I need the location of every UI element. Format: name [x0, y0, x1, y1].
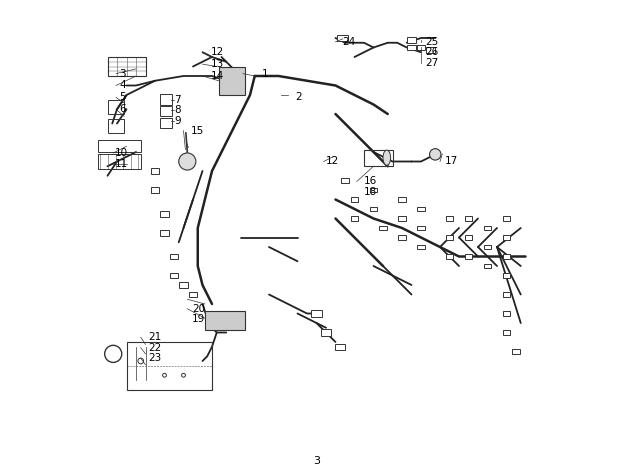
Text: 17: 17 [445, 156, 458, 167]
Text: 1: 1 [262, 68, 268, 79]
Bar [219, 66, 245, 95]
Bar [503, 292, 510, 297]
Bar [398, 235, 406, 240]
Bar [465, 216, 472, 221]
Bar [337, 35, 348, 41]
Bar [160, 106, 172, 116]
Text: 15: 15 [191, 125, 204, 136]
Bar [151, 187, 160, 193]
Bar [341, 178, 349, 183]
Ellipse shape [383, 150, 391, 165]
Bar [160, 94, 172, 104]
Bar [512, 349, 520, 354]
Text: 24: 24 [342, 37, 356, 47]
Text: 6: 6 [120, 104, 126, 114]
Bar [98, 154, 141, 169]
Bar [503, 330, 510, 335]
Bar [364, 150, 392, 166]
Text: 26: 26 [426, 47, 439, 57]
Bar [311, 311, 322, 316]
Text: 14: 14 [211, 71, 224, 81]
Text: 18: 18 [364, 187, 377, 197]
Bar [465, 254, 472, 259]
Bar [98, 140, 141, 152]
Bar [160, 118, 172, 128]
Circle shape [430, 149, 441, 160]
Text: 4: 4 [120, 80, 126, 91]
Bar [151, 168, 160, 174]
Bar [407, 37, 416, 43]
Circle shape [179, 153, 196, 170]
Text: 12: 12 [211, 47, 224, 57]
Bar [446, 216, 453, 221]
Bar [108, 57, 146, 76]
Bar [484, 226, 491, 230]
Bar [108, 100, 124, 114]
Text: 20: 20 [192, 304, 205, 314]
Text: 21: 21 [148, 332, 161, 342]
Bar [417, 226, 425, 230]
Bar [351, 197, 358, 202]
Bar [321, 330, 331, 335]
Text: 19: 19 [192, 314, 205, 324]
Bar [407, 45, 416, 50]
Bar [417, 207, 425, 211]
Text: 5: 5 [120, 92, 126, 103]
Bar [503, 216, 510, 221]
Bar [484, 245, 491, 249]
Bar [370, 207, 377, 211]
Bar [503, 311, 510, 316]
Bar [160, 230, 169, 236]
Text: 23: 23 [148, 353, 161, 363]
Bar [503, 235, 510, 240]
Text: 3: 3 [120, 68, 126, 79]
Text: 16: 16 [364, 176, 377, 187]
Bar [398, 216, 406, 221]
Text: 10: 10 [115, 148, 128, 158]
Text: 8: 8 [174, 105, 180, 115]
Text: 2: 2 [295, 92, 302, 103]
Bar [351, 216, 358, 221]
Text: 9: 9 [174, 115, 180, 126]
Bar [179, 282, 188, 288]
Text: 25: 25 [426, 37, 439, 47]
Bar [205, 311, 245, 330]
Bar [503, 273, 510, 278]
Bar [170, 254, 179, 259]
Text: 3: 3 [313, 456, 320, 466]
Bar [417, 245, 425, 249]
Text: 22: 22 [148, 342, 161, 353]
Text: 7: 7 [174, 95, 180, 105]
Bar [465, 235, 472, 240]
Bar [379, 226, 387, 230]
Bar [484, 264, 491, 268]
Bar [426, 47, 435, 53]
Bar [170, 273, 179, 278]
Bar [503, 254, 510, 259]
Bar [446, 254, 453, 259]
Text: 27: 27 [426, 57, 439, 68]
Text: 11: 11 [115, 159, 128, 169]
Bar [160, 211, 169, 217]
Bar [398, 197, 406, 202]
Bar [108, 119, 124, 133]
Bar [335, 344, 346, 350]
Bar [446, 235, 453, 240]
Text: 13: 13 [211, 59, 224, 69]
Text: 12: 12 [326, 156, 339, 167]
Bar [417, 45, 425, 50]
Bar [189, 292, 197, 297]
Bar [370, 188, 377, 192]
